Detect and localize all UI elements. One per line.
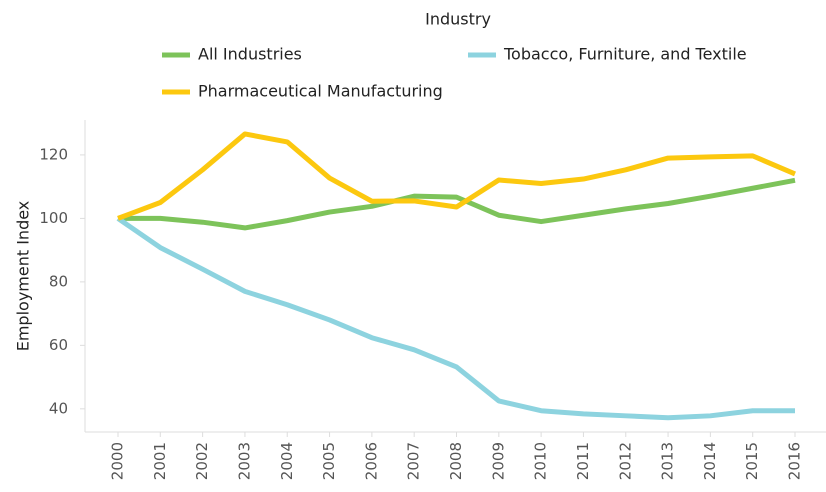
legend-label: Tobacco, Furniture, and Textile bbox=[503, 45, 747, 64]
y-tick-label: 40 bbox=[49, 399, 68, 417]
x-tick-label: 2000 bbox=[109, 442, 127, 480]
x-tick-label: 2008 bbox=[447, 442, 465, 480]
x-tick-label: 2004 bbox=[278, 442, 296, 480]
x-tick-label: 2001 bbox=[151, 442, 169, 480]
x-tick-label: 2015 bbox=[743, 442, 761, 480]
x-tick-label: 2002 bbox=[193, 442, 211, 480]
y-axis-label: Employment Index bbox=[14, 201, 33, 352]
x-tick-label: 2006 bbox=[362, 442, 380, 480]
y-tick-label: 100 bbox=[39, 209, 68, 227]
legend-title: Industry bbox=[425, 10, 491, 29]
x-tick-label: 2007 bbox=[405, 442, 423, 480]
x-tick-label: 2016 bbox=[786, 442, 804, 480]
series-line bbox=[118, 177, 796, 231]
x-tick-label: 2010 bbox=[532, 442, 550, 480]
y-tick-label: 120 bbox=[39, 145, 68, 163]
x-tick-label: 2003 bbox=[235, 442, 253, 480]
legend-label: Pharmaceutical Manufacturing bbox=[198, 82, 443, 101]
legend-label: All Industries bbox=[198, 45, 302, 64]
x-tick-label: 2005 bbox=[320, 442, 338, 480]
x-tick-label: 2011 bbox=[574, 442, 592, 480]
y-tick-label: 80 bbox=[49, 272, 68, 290]
x-tick-label: 2014 bbox=[701, 442, 719, 480]
x-tick-label: 2013 bbox=[659, 442, 677, 480]
y-tick-label: 60 bbox=[49, 336, 68, 354]
series-line bbox=[116, 216, 795, 421]
x-tick-label: 2009 bbox=[489, 442, 507, 480]
x-tick-label: 2012 bbox=[616, 442, 634, 480]
series-line bbox=[117, 131, 796, 221]
